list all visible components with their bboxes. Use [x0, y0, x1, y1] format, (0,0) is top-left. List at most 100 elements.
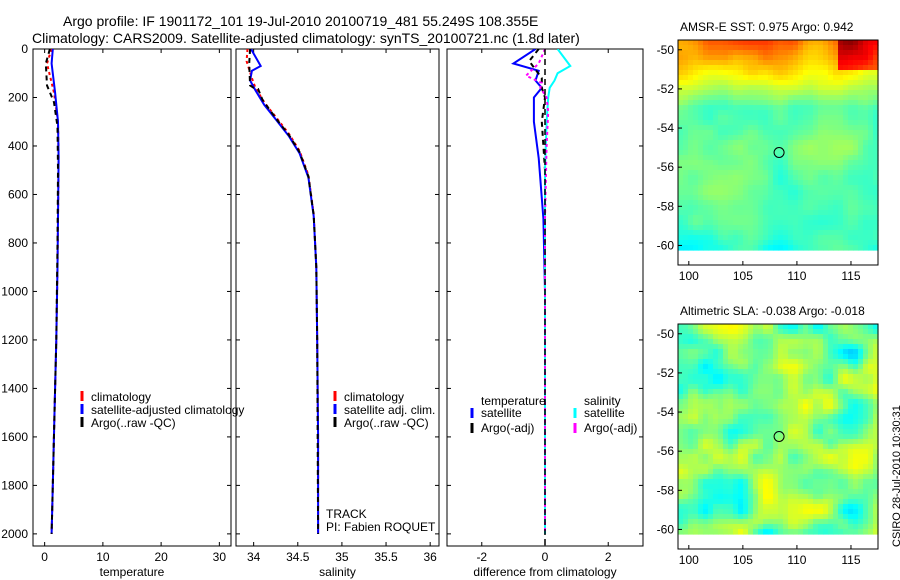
- sla-cell: [683, 394, 689, 400]
- sst-cell: [868, 140, 874, 146]
- sla-cell: [873, 499, 879, 505]
- sla-cell: [813, 404, 819, 410]
- sst-cell: [758, 115, 764, 121]
- sst-cell: [813, 175, 819, 181]
- sst-cell: [728, 90, 734, 96]
- sst-cell: [678, 65, 684, 71]
- sla-cell: [733, 334, 739, 340]
- sla-cell: [873, 409, 879, 415]
- sst-cell: [698, 80, 704, 86]
- sla-cell: [708, 524, 714, 530]
- sla-cell: [873, 379, 879, 385]
- sla-cell: [688, 389, 694, 395]
- sla-cell: [753, 529, 759, 535]
- sla-cell: [848, 374, 854, 380]
- sla-cell: [723, 464, 729, 470]
- sst-cell: [853, 180, 859, 186]
- sla-cell: [703, 329, 709, 335]
- sst-cell: [718, 105, 724, 111]
- sla-cell: [823, 504, 829, 510]
- sst-cell: [793, 205, 799, 211]
- sla-cell: [843, 424, 849, 430]
- sst-cell: [848, 150, 854, 156]
- sst-cell: [793, 40, 799, 46]
- sst-cell: [868, 95, 874, 101]
- sst-cell: [788, 225, 794, 231]
- sst-cell: [698, 115, 704, 121]
- sla-cell: [788, 494, 794, 500]
- sst-cell: [678, 70, 684, 76]
- sla-cell: [823, 479, 829, 485]
- sst-ytick-label: -56: [657, 160, 675, 174]
- sla-cell: [768, 514, 774, 520]
- sst-cell: [823, 205, 829, 211]
- sst-cell: [678, 175, 684, 181]
- sst-cell: [693, 205, 699, 211]
- sst-cell: [718, 40, 724, 46]
- sla-cell: [828, 419, 834, 425]
- sla-cell: [798, 509, 804, 515]
- sst-cell: [758, 95, 764, 101]
- sla-cell: [748, 509, 754, 515]
- sla-cell: [703, 504, 709, 510]
- sst-cell: [748, 150, 754, 156]
- sla-cell: [733, 359, 739, 365]
- sla-cell: [843, 364, 849, 370]
- sst-cell: [728, 230, 734, 236]
- sla-cell: [753, 424, 759, 430]
- sst-cell: [793, 100, 799, 106]
- sst-cell: [843, 150, 849, 156]
- sla-cell: [723, 349, 729, 355]
- sla-cell: [863, 434, 869, 440]
- sst-cell: [868, 120, 874, 126]
- sla-cell: [763, 449, 769, 455]
- sla-cell: [688, 404, 694, 410]
- sla-cell: [693, 419, 699, 425]
- sst-cell: [773, 90, 779, 96]
- sla-cell: [693, 494, 699, 500]
- sst-cell: [748, 160, 754, 166]
- sla-cell: [743, 434, 749, 440]
- sla-cell: [838, 469, 844, 475]
- sla-cell: [793, 389, 799, 395]
- sla-cell: [803, 514, 809, 520]
- sst-cell: [868, 180, 874, 186]
- sla-cell: [698, 364, 704, 370]
- sst-cell: [758, 205, 764, 211]
- sla-cell: [808, 369, 814, 375]
- sst-cell: [733, 180, 739, 186]
- sst-cell: [768, 115, 774, 121]
- sla-cell: [723, 479, 729, 485]
- sla-cell: [798, 459, 804, 465]
- sla-cell: [688, 444, 694, 450]
- sla-cell: [753, 389, 759, 395]
- sst-cell: [778, 120, 784, 126]
- sst-cell: [818, 195, 824, 201]
- sst-cell: [768, 175, 774, 181]
- sla-cell: [828, 329, 834, 335]
- sla-cell: [723, 394, 729, 400]
- sst-cell: [818, 175, 824, 181]
- sla-cell: [823, 434, 829, 440]
- sla-cell: [748, 359, 754, 365]
- sst-cell: [853, 45, 859, 51]
- sla-cell: [838, 454, 844, 460]
- sla-cell: [838, 404, 844, 410]
- sst-cell: [848, 40, 854, 46]
- difference-xtick-label: 0: [542, 550, 549, 564]
- sla-cell: [768, 429, 774, 435]
- sla-cell: [783, 529, 789, 535]
- sla-cell: [773, 384, 779, 390]
- sst-cell: [798, 75, 804, 81]
- sla-cell: [783, 394, 789, 400]
- sst-cell: [833, 50, 839, 56]
- sst-cell: [743, 90, 749, 96]
- sla-cell: [853, 439, 859, 445]
- sst-cell: [758, 90, 764, 96]
- depth-tick-label: 0: [21, 42, 28, 56]
- sla-cell: [868, 489, 874, 495]
- sst-cell: [873, 140, 879, 146]
- sst-cell: [788, 105, 794, 111]
- sla-cell: [758, 469, 764, 475]
- sst-cell: [818, 165, 824, 171]
